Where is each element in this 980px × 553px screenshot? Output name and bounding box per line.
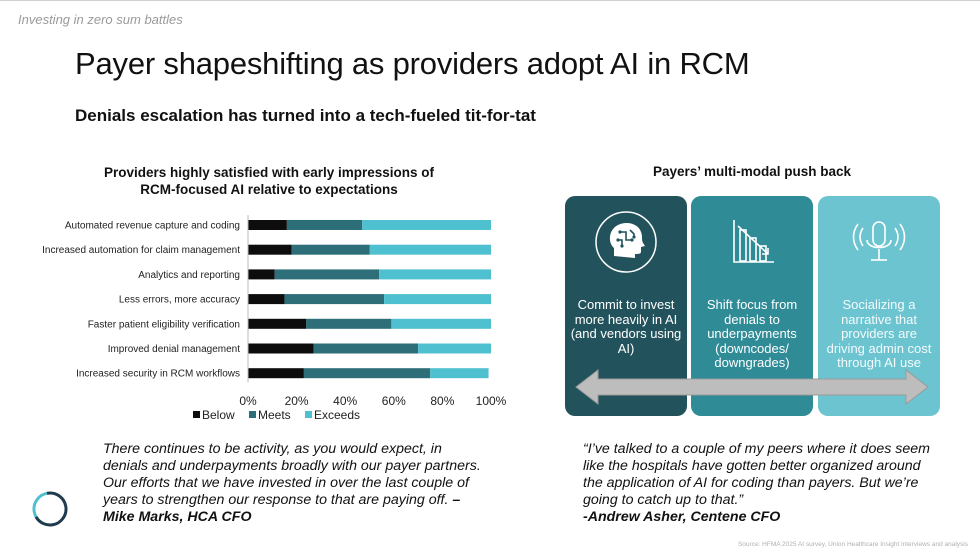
bar-segment-below — [248, 343, 314, 354]
pushback-title: Payers’ multi-modal push back — [652, 164, 852, 179]
bar-segment-below — [248, 269, 275, 280]
chart-title-line-1: Providers highly satisfied with early im… — [103, 165, 435, 180]
brain-head-icon — [595, 211, 657, 273]
double-arrow — [575, 368, 929, 406]
category-label: Increased automation for claim managemen… — [42, 245, 240, 256]
top-rule — [0, 0, 980, 1]
category-label: Improved denial management — [108, 344, 241, 355]
legend-label: Below — [202, 408, 235, 422]
bar-segment-meets — [274, 269, 380, 280]
quote-centene: “I’ve talked to a couple of my peers whe… — [583, 441, 938, 526]
microphone-icon — [852, 221, 906, 261]
source-note: Source: HFMA 2025 AI survey, Union Healt… — [737, 541, 968, 548]
chart-title: Providers highly satisfied with early im… — [70, 164, 468, 198]
bar-segment-meets — [313, 343, 419, 354]
legend-swatch-exceeds — [305, 411, 312, 418]
legend-label: Meets — [258, 408, 291, 422]
quote-hca: There continues to be activity, as you w… — [103, 441, 483, 526]
quote-text: There continues to be activity, as you w… — [103, 441, 481, 508]
bar-segment-meets — [284, 294, 385, 305]
quote-attribution: –Mike Marks, HCA CFO — [103, 492, 461, 525]
category-label: Increased security in RCM workflows — [76, 369, 240, 380]
quote-text: “I’ve talked to a couple of my peers whe… — [583, 441, 930, 508]
category-label: Analytics and reporting — [138, 270, 240, 281]
bar-segment-meets — [286, 220, 363, 230]
category-label: Automated revenue capture and coding — [65, 221, 240, 232]
pushback-card-text: Commit to invest more heavily in AI (and… — [570, 297, 682, 356]
bar-segment-meets — [291, 244, 370, 255]
x-tick-label: 100% — [476, 394, 507, 408]
page-title: Payer shapeshifting as providers adopt A… — [75, 46, 750, 81]
x-tick-label: 80% — [430, 394, 454, 408]
section-kicker: Investing in zero sum battles — [18, 12, 183, 27]
bar-segment-exceeds — [384, 294, 491, 305]
stacked-bar-chart: Automated revenue capture and coding Incr… — [42, 215, 507, 422]
bar-segment-below — [248, 244, 292, 255]
pushback-card-text: Shift focus from denials to underpayment… — [706, 297, 798, 370]
declining-chart-icon — [733, 220, 774, 263]
x-tick-label: 60% — [382, 394, 406, 408]
bar-segment-below — [248, 368, 304, 379]
quote-attribution: -Andrew Asher, Centene CFO — [583, 509, 781, 525]
x-tick-label: 40% — [333, 394, 357, 408]
bar-segment-exceeds — [391, 318, 491, 329]
legend-label: Exceeds — [314, 408, 360, 422]
page-subtitle: Denials escalation has turned into a tec… — [75, 106, 536, 125]
legend-swatch-below — [193, 411, 200, 418]
x-tick-label: 20% — [285, 394, 309, 408]
legend-swatch-meets — [249, 411, 256, 418]
bar-segment-exceeds — [362, 220, 491, 230]
bar-segment-below — [248, 294, 285, 305]
x-tick-label: 0% — [239, 394, 257, 408]
bar-segment-exceeds — [379, 269, 491, 280]
bar-segment-meets — [303, 368, 431, 379]
bar-segment-below — [248, 220, 287, 230]
bar-segment-below — [248, 318, 307, 329]
category-label: Faster patient eligibility verification — [88, 319, 240, 330]
bar-segment-exceeds — [418, 343, 491, 354]
company-logo — [32, 491, 68, 527]
bar-segment-meets — [306, 318, 392, 329]
pushback-card-text: Socializing a narrative that providers a… — [826, 297, 932, 370]
chart-title-line-2: RCM-focused AI relative to expectations — [140, 182, 398, 197]
category-label: Less errors, more accuracy — [119, 295, 240, 306]
bar-segment-exceeds — [369, 244, 491, 255]
bar-segment-exceeds — [430, 368, 489, 379]
